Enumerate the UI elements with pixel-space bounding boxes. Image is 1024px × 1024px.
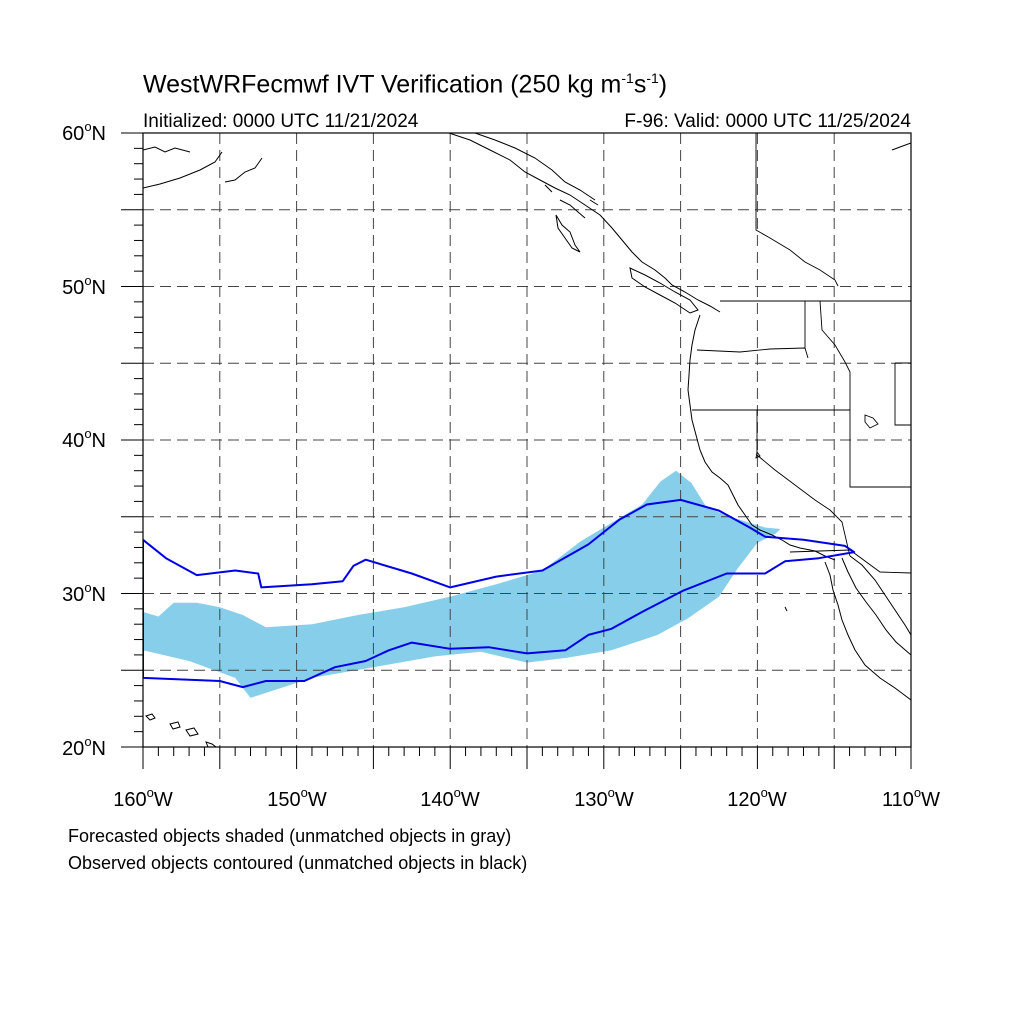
lon-label-160w: 160oW xyxy=(113,785,173,811)
coastline-alaska-inner xyxy=(474,133,596,201)
latitude-labels: 60oN 50oN 40oN 30oN 20oN xyxy=(62,119,106,760)
island-hawaii-3 xyxy=(185,727,199,737)
coastlines xyxy=(143,133,911,747)
border-id-mt xyxy=(819,300,851,410)
longitude-labels: 160oW 150oW 140oW 130oW 120oW 110oW xyxy=(113,785,940,811)
island-hawaii-1 xyxy=(145,713,156,721)
lon-label-110w: 110oW xyxy=(882,785,940,811)
lat-label-50: 50oN xyxy=(62,273,106,299)
border-wa-or xyxy=(696,347,809,359)
border-alaska-bc xyxy=(755,133,839,287)
lat-label-30: 30oN xyxy=(62,580,106,606)
lat-label-20: 20oN xyxy=(62,734,106,760)
political-borders xyxy=(692,133,911,574)
lon-label-140w: 140oW xyxy=(420,785,480,811)
coastline-us-west xyxy=(687,314,836,561)
island-hawaii-2 xyxy=(169,721,181,730)
coastline-alaska-peninsula xyxy=(143,146,263,189)
coastline-mexico xyxy=(849,555,911,636)
lat-label-60: 60oN xyxy=(62,119,106,145)
border-nv-ut xyxy=(849,410,911,488)
island-vancouver xyxy=(629,267,699,314)
island-haida-gwaii xyxy=(555,214,581,253)
map-title: WestWRFecmwf IVT Verification (250 kg m-… xyxy=(143,70,668,99)
coastline-baja-west xyxy=(824,561,911,701)
lon-label-130w: 130oW xyxy=(574,785,634,811)
lake-tahoe xyxy=(755,450,761,459)
valid-time: F-96: Valid: 0000 UTC 11/25/2024 xyxy=(624,111,911,132)
lat-label-40: 40oN xyxy=(62,426,106,452)
graticule xyxy=(143,133,911,747)
coastline-hudson-fragment xyxy=(891,142,911,151)
border-wy xyxy=(894,362,911,426)
observed-objects xyxy=(143,498,856,689)
axis-ticks xyxy=(121,132,912,769)
lon-label-120w: 120oW xyxy=(727,785,787,811)
initialized-time: Initialized: 0000 UTC 11/21/2024 xyxy=(143,111,419,132)
border-us-mexico xyxy=(789,549,911,574)
forecast-ivt-object xyxy=(143,470,781,698)
island-guadalupe xyxy=(784,606,788,612)
border-ca-nv xyxy=(756,410,846,536)
observed-ivt-contour xyxy=(143,498,856,689)
coastline-baja-east xyxy=(841,557,911,656)
coastline-alaska-bc xyxy=(448,133,721,313)
island-hawaii-4 xyxy=(205,741,217,747)
lake-great-salt xyxy=(864,414,879,429)
caption-forecast: Forecasted objects shaded (unmatched obj… xyxy=(68,826,512,846)
lon-label-150w: 150oW xyxy=(267,785,327,811)
caption-observed: Observed objects contoured (unmatched ob… xyxy=(68,853,528,873)
islands-alexander xyxy=(544,184,599,219)
